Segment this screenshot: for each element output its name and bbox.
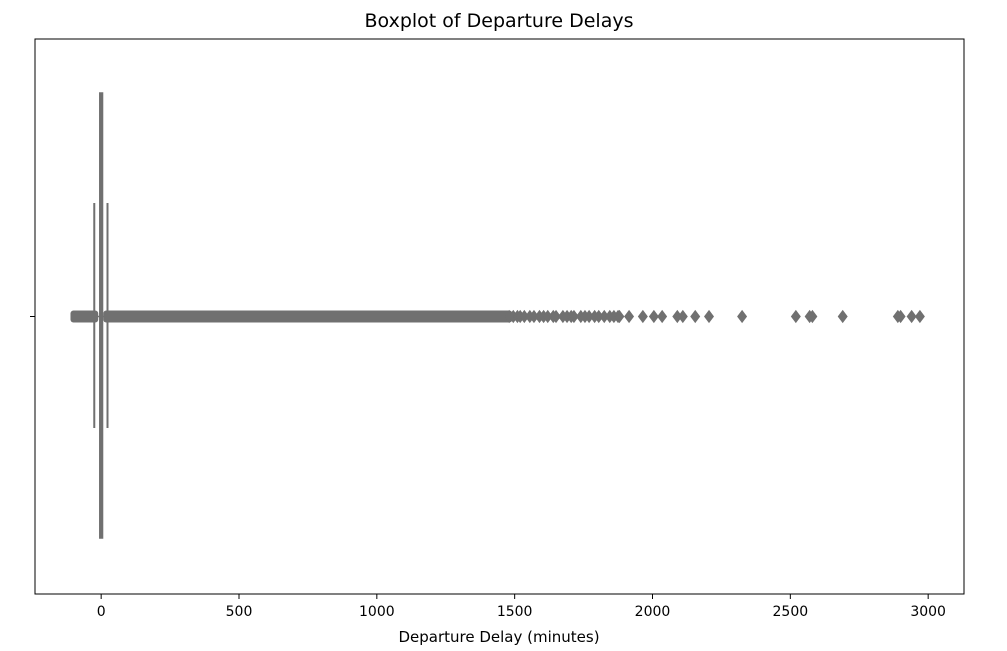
outlier-point bbox=[614, 309, 625, 324]
x-tick-label: 0 bbox=[97, 604, 106, 620]
x-tick-label: 3000 bbox=[910, 604, 946, 620]
outlier-point bbox=[637, 309, 648, 324]
outlier-point bbox=[657, 309, 668, 324]
outlier-point bbox=[648, 309, 659, 324]
outlier-point bbox=[551, 309, 562, 324]
outlier-point bbox=[704, 309, 715, 324]
boxplot bbox=[93, 92, 109, 539]
outlier-point bbox=[677, 309, 688, 324]
outlier-point bbox=[690, 309, 701, 324]
outlier-point bbox=[807, 309, 818, 324]
outlier-point bbox=[568, 309, 579, 324]
outlier-band-high bbox=[103, 310, 513, 323]
outlier-point bbox=[914, 309, 925, 324]
x-axis: 0 500 1000 1500 2000 2500 3000 bbox=[97, 594, 946, 620]
outlier-point bbox=[837, 309, 848, 324]
chart-title: Boxplot of Departure Delays bbox=[365, 10, 634, 32]
outliers bbox=[70, 309, 925, 324]
outlier-band-low bbox=[70, 310, 99, 323]
x-tick-label: 1500 bbox=[497, 604, 533, 620]
x-tick-label: 2500 bbox=[773, 604, 809, 620]
x-tick-label: 1000 bbox=[359, 604, 395, 620]
plot-area bbox=[70, 92, 925, 539]
outlier-point bbox=[737, 309, 748, 324]
outlier-point bbox=[790, 309, 801, 324]
outlier-point bbox=[895, 309, 906, 324]
outlier-point bbox=[624, 309, 635, 324]
x-tick-label: 2000 bbox=[635, 604, 671, 620]
x-tick-label: 500 bbox=[226, 604, 253, 620]
x-axis-label: Departure Delay (minutes) bbox=[398, 628, 599, 646]
outlier-point bbox=[906, 309, 917, 324]
